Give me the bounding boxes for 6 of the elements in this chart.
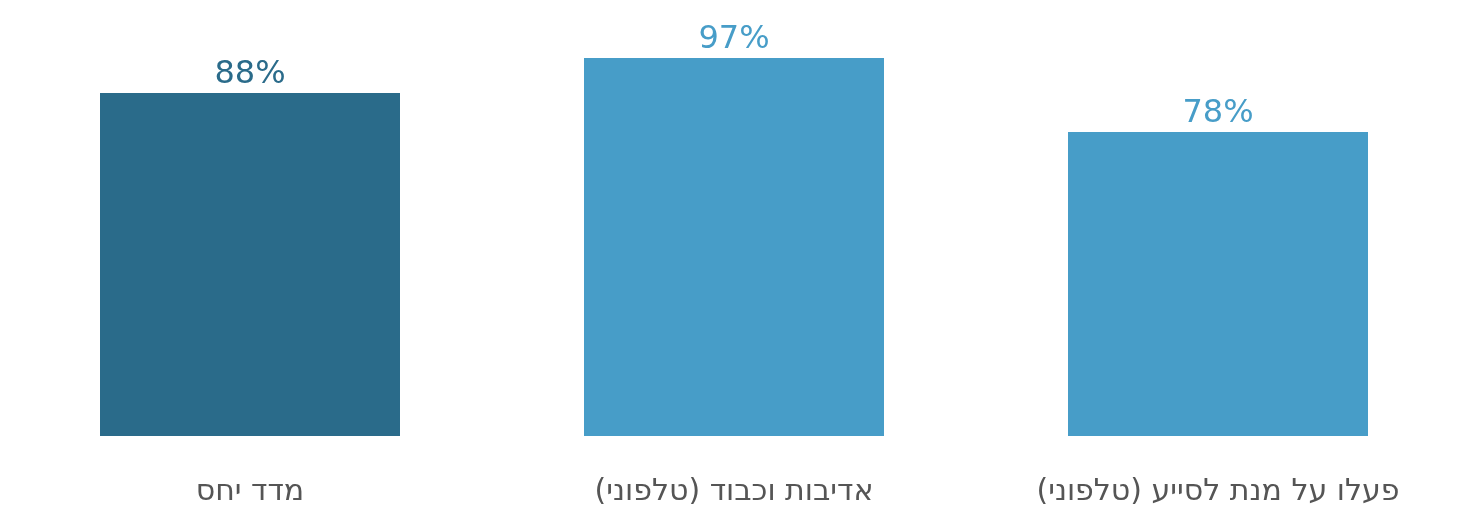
data-label: 97%	[698, 18, 770, 56]
x-tick-label: מדד יחס	[195, 471, 305, 507]
data-label: 88%	[214, 53, 286, 92]
x-tick-label: אדיבות וכבוד (טלפוני)	[594, 471, 874, 507]
data-label: 78%	[1182, 92, 1254, 131]
x-tick-label: פעלו על מנת לסייע (טלפוני)	[1036, 471, 1400, 507]
